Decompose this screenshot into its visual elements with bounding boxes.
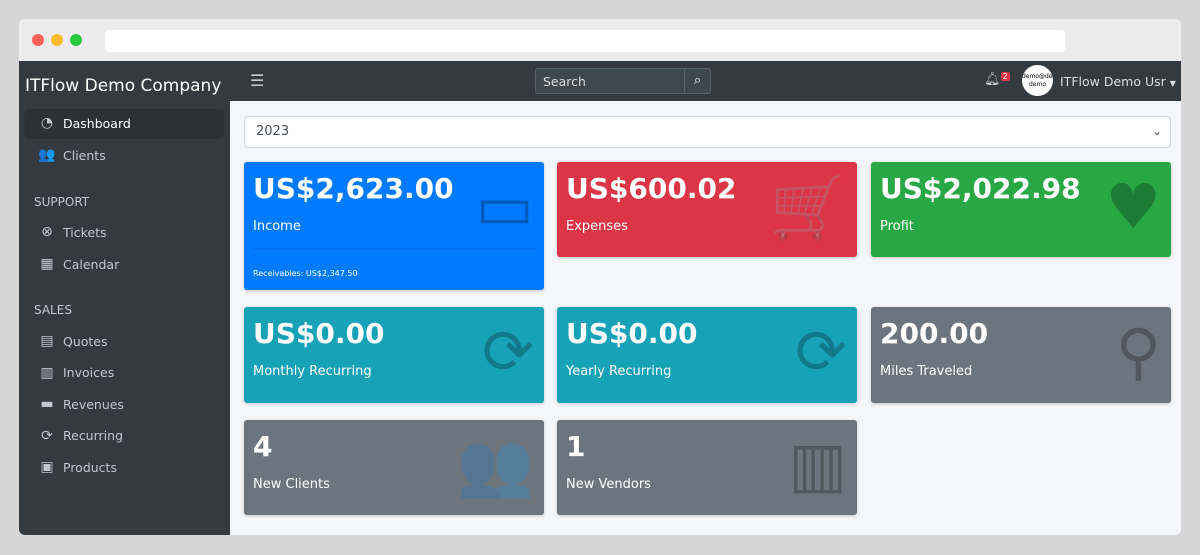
sync-icon: ⟳ (795, 315, 847, 388)
credit-card-icon: ▭ (475, 170, 534, 243)
caret-down-icon: ▼ (1169, 79, 1176, 88)
hamburger-menu-icon[interactable]: ☰ (250, 71, 265, 90)
stat-label: Yearly Recurring (566, 364, 672, 379)
sidebar-item-label: Revenues (63, 396, 124, 412)
credit-card-icon: ▬ (40, 396, 54, 412)
stat-card-income[interactable]: US$2,623.00 Income ▭ Receivables: US$2,347.… (244, 162, 544, 290)
life-ring-icon: ⊗ (41, 224, 53, 240)
route-icon: ⚲ (1115, 315, 1161, 388)
maximize-window-button[interactable] (70, 34, 82, 46)
browser-titlebar (19, 19, 1181, 61)
stat-card-new-clients[interactable]: 4 New Clients 👥 (244, 420, 544, 515)
stat-label: Profit (880, 219, 914, 234)
sidebar-item-clients[interactable]: 👥 Clients (25, 141, 224, 169)
stat-card-new-vendors[interactable]: 1 New Vendors ▥ (557, 420, 857, 515)
close-window-button[interactable] (32, 34, 44, 46)
stat-card-profit[interactable]: US$2,022.98 Profit ♥ (871, 162, 1171, 257)
support-header: SUPPORT (34, 195, 90, 209)
dashboard-content: 2023 ⌄ US$2,623.00 Income ▭ Receivables: US$… (230, 101, 1181, 535)
stat-label: Miles Traveled (880, 364, 973, 379)
calendar-icon: ▦ (40, 256, 54, 272)
sidebar-item-calendar[interactable]: ▦ Calendar (25, 250, 224, 278)
sidebar-item-label: Recurring (63, 428, 123, 443)
receivables-text: Receivables: US$2,347.50 (253, 269, 358, 278)
address-bar[interactable] (105, 30, 1065, 52)
user-menu[interactable]: ITFlow Demo Usr ▼ (1060, 74, 1176, 89)
stat-value: US$2,022.98 (880, 172, 1081, 205)
stat-label: New Clients (253, 477, 330, 492)
sidebar-item-quotes[interactable]: ▤ Quotes (25, 327, 224, 355)
stat-label: Expenses (566, 219, 628, 234)
brand-link[interactable]: ITFlow Demo Company (25, 76, 222, 96)
stat-value: US$2,623.00 (253, 172, 454, 205)
sidebar-item-label: Invoices (63, 365, 115, 380)
heart-icon: ♥ (1105, 170, 1161, 243)
stat-card-yearly-recurring[interactable]: US$0.00 Yearly Recurring ⟳ (557, 307, 857, 403)
notification-badge: 2 (1000, 72, 1010, 81)
building-icon: ▥ (788, 428, 847, 501)
divider (253, 248, 535, 249)
search-input[interactable]: Search (535, 68, 711, 94)
sidebar-item-label: Clients (63, 147, 106, 163)
users-icon: 👥 (456, 428, 534, 501)
year-select-value: 2023 (256, 124, 290, 139)
notifications-button[interactable]: 🔔︎ 2 (984, 72, 1010, 87)
sidebar-item-label: Quotes (63, 333, 108, 349)
bell-icon: 🔔︎ (984, 72, 1001, 87)
browser-window: ITFlow Demo Company ◔ Dashboard 👥 Clients SU… (19, 19, 1181, 535)
stat-card-expenses[interactable]: US$600.02 Expenses 🛒 (557, 162, 857, 257)
invoice-icon: ▥ (40, 364, 54, 381)
sidebar-item-dashboard[interactable]: ◔ Dashboard (25, 109, 224, 137)
stat-value: 200.00 (880, 317, 989, 350)
sidebar-item-label: Tickets (63, 224, 107, 240)
file-icon: ▤ (40, 333, 54, 349)
topbar: ☰ Search ⌕ 🔔︎2 demo@demo demo ITFlow Dem… (230, 61, 1181, 101)
search-icon: ⌕ (693, 73, 702, 88)
stat-value: US$0.00 (253, 317, 385, 350)
sidebar-item-revenues[interactable]: ▬ Revenues (25, 390, 224, 418)
year-select[interactable]: 2023 ⌄ (244, 116, 1171, 148)
box-icon: ▣ (40, 459, 54, 475)
sidebar-item-label: Products (63, 459, 117, 475)
sidebar-item-invoices[interactable]: ▥ Invoices (25, 359, 224, 387)
sync-icon: ⟳ (41, 427, 53, 444)
stat-label: New Vendors (566, 477, 651, 492)
sync-icon: ⟳ (482, 315, 534, 388)
avatar[interactable]: demo@demo demo (1022, 65, 1053, 96)
stat-card-miles-traveled[interactable]: 200.00 Miles Traveled ⚲ (871, 307, 1171, 403)
stat-label: Monthly Recurring (253, 364, 372, 379)
sidebar-item-label: Dashboard (63, 115, 131, 131)
search-button[interactable]: ⌕ (684, 68, 711, 94)
stat-label: Income (253, 219, 301, 234)
sales-header: SALES (34, 303, 72, 317)
sidebar: ITFlow Demo Company ◔ Dashboard 👥 Clients SU… (19, 61, 230, 535)
sidebar-item-label: Calendar (63, 256, 120, 272)
chevron-down-icon: ⌄ (1151, 124, 1162, 138)
users-icon: 👥 (38, 147, 56, 163)
stat-value: US$0.00 (566, 317, 698, 350)
stat-value: US$600.02 (566, 172, 737, 205)
stat-card-monthly-recurring[interactable]: US$0.00 Monthly Recurring ⟳ (244, 307, 544, 403)
stat-value: 4 (253, 430, 273, 463)
shopping-cart-icon: 🛒 (769, 170, 847, 243)
stat-value: 1 (566, 430, 586, 463)
sidebar-item-products[interactable]: ▣ Products (25, 453, 224, 481)
tachometer-icon: ◔ (40, 115, 54, 131)
sidebar-item-recurring[interactable]: ⟳ Recurring (25, 422, 224, 450)
minimize-window-button[interactable] (51, 34, 63, 46)
sidebar-item-tickets[interactable]: ⊗ Tickets (25, 218, 224, 246)
user-name: ITFlow Demo Usr (1060, 74, 1166, 89)
